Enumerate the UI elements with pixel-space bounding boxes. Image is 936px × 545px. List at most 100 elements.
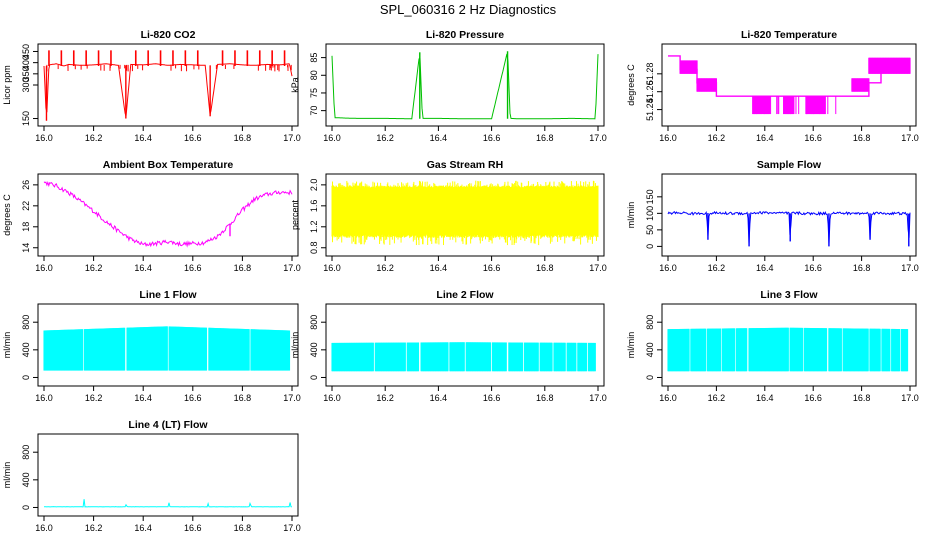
x-tick-label: 17.0 [901,393,919,403]
panel-9: Line 3 Flow ml/min 16.0 16.2 16.4 16.6 16.8 17.… [626,289,919,403]
y-tick-label: 22 [21,201,31,211]
x-tick-label: 16.8 [234,133,252,143]
x-tick-label: 16.4 [134,133,152,143]
panel-7: Line 1 Flow ml/min 16.0 16.2 16.4 16.6 16.8 17.… [2,289,301,403]
y-tick-label: 51.24 [645,98,655,121]
panel-title: Li-820 CO2 [141,29,196,41]
y-tick-label: 800 [21,315,31,330]
y-tick-label: 2.0 [309,179,319,192]
x-tick-label: 16.2 [376,133,394,143]
y-tick-label: 800 [645,315,655,330]
x-tick-label: 16.2 [85,393,103,403]
x-tick-label: 16.8 [853,133,871,143]
y-tick-label: 1.2 [309,221,319,234]
y-tick-label: 1.6 [309,200,319,213]
x-tick-label: 16.4 [430,133,448,143]
y-tick-label: 0 [645,375,655,380]
x-tick-label: 16.2 [85,263,103,273]
plot-area [668,55,911,115]
y-axis-label: ml/min [2,462,12,489]
plot-frame [325,173,605,257]
x-tick-label: 16.4 [756,263,774,273]
y-axis-label: ml/min [626,332,636,359]
panel-6: Sample Flow ml/min 16.0 16.2 16.4 16.6 16.8 17.… [626,159,919,273]
x-tick-label: 17.0 [589,133,607,143]
x-tick-label: 16.2 [376,263,394,273]
x-tick-label: 16.0 [659,263,677,273]
y-tick-label: 18 [21,222,31,232]
x-tick-label: 16.6 [483,393,501,403]
panel-10: Line 4 (LT) Flow ml/min 16.0 16.2 16.4 16.6 16… [2,419,301,533]
series-line [43,499,293,508]
y-axis-label: degrees C [626,64,636,106]
plot-area [43,181,293,248]
panel-title: Li-820 Temperature [741,29,837,41]
y-tick-label: 800 [21,445,31,460]
series-line [43,63,293,117]
x-tick-label: 16.2 [708,393,726,403]
x-tick-label: 16.6 [804,263,822,273]
y-tick-label: 0 [21,375,31,380]
x-tick-label: 16.4 [756,133,774,143]
y-axis-label: kPa [290,77,300,93]
y-tick-label: 800 [309,315,319,330]
series-line [43,181,293,248]
y-axis-label: ml/min [626,202,636,229]
panel-title: Sample Flow [757,159,822,171]
x-tick-label: 17.0 [283,133,301,143]
x-tick-label: 16.2 [708,263,726,273]
figure-title: SPL_060316 2 Hz Diagnostics [380,2,557,17]
x-tick-label: 16.0 [323,393,341,403]
series-line [668,55,910,97]
y-tick-label: 100 [645,206,655,221]
y-tick-label: 0.8 [309,242,319,255]
y-axis-label: ml/min [2,332,12,359]
plot-frame [37,303,299,387]
x-tick-label: 16.4 [134,393,152,403]
x-tick-label: 16.8 [853,263,871,273]
x-tick-label: 16.0 [659,133,677,143]
x-tick-label: 16.0 [323,263,341,273]
x-tick-label: 17.0 [901,263,919,273]
x-tick-label: 16.4 [430,393,448,403]
x-tick-label: 16.6 [184,523,202,533]
y-tick-label: 150 [21,111,31,126]
x-tick-label: 16.8 [536,133,554,143]
plot-area [43,499,293,508]
x-tick-label: 16.8 [536,393,554,403]
panel-title: Line 3 Flow [760,289,818,301]
y-tick-label: 75 [309,88,319,98]
x-tick-label: 16.4 [430,263,448,273]
plot-area [331,342,596,372]
panel-title: Ambient Box Temperature [103,159,234,171]
x-tick-label: 16.8 [853,393,871,403]
panel-2: Li-820 Pressure kPa 16.0 16.2 16.4 16.6 16.8 17… [290,29,607,143]
panel-title: Li-820 Pressure [426,29,504,41]
x-tick-label: 17.0 [589,263,607,273]
y-tick-label: 150 [645,189,655,204]
panel-4: Ambient Box Temperature degrees C 16.0 16.2… [2,159,301,273]
x-tick-label: 17.0 [283,393,301,403]
y-tick-label: 51.28 [645,63,655,86]
x-tick-label: 16.6 [184,263,202,273]
panel-title: Line 4 (LT) Flow [128,419,208,431]
y-tick-label: 80 [309,70,319,80]
y-tick-label: 50 [645,225,655,235]
plot-frame [37,173,299,257]
panel-8: Line 2 Flow ml/min 16.0 16.2 16.4 16.6 16.8 17.… [290,289,607,403]
y-tick-label: 51.26 [645,80,655,103]
panel-title: Gas Stream RH [427,159,503,171]
x-tick-label: 16.4 [134,263,152,273]
x-tick-label: 16.6 [184,393,202,403]
x-tick-label: 17.0 [283,523,301,533]
panel-3: Li-820 Temperature degrees C 16.0 16.2 16.4 1… [626,29,919,143]
y-tick-label: 300 [21,77,31,92]
y-axis-label: Licor ppm [2,65,12,105]
x-tick-label: 16.2 [708,133,726,143]
x-tick-label: 16.0 [323,133,341,143]
plot-area [43,50,293,121]
y-axis-label: degrees C [2,194,12,236]
y-tick-label: 14 [21,243,31,253]
x-tick-label: 16.6 [804,393,822,403]
